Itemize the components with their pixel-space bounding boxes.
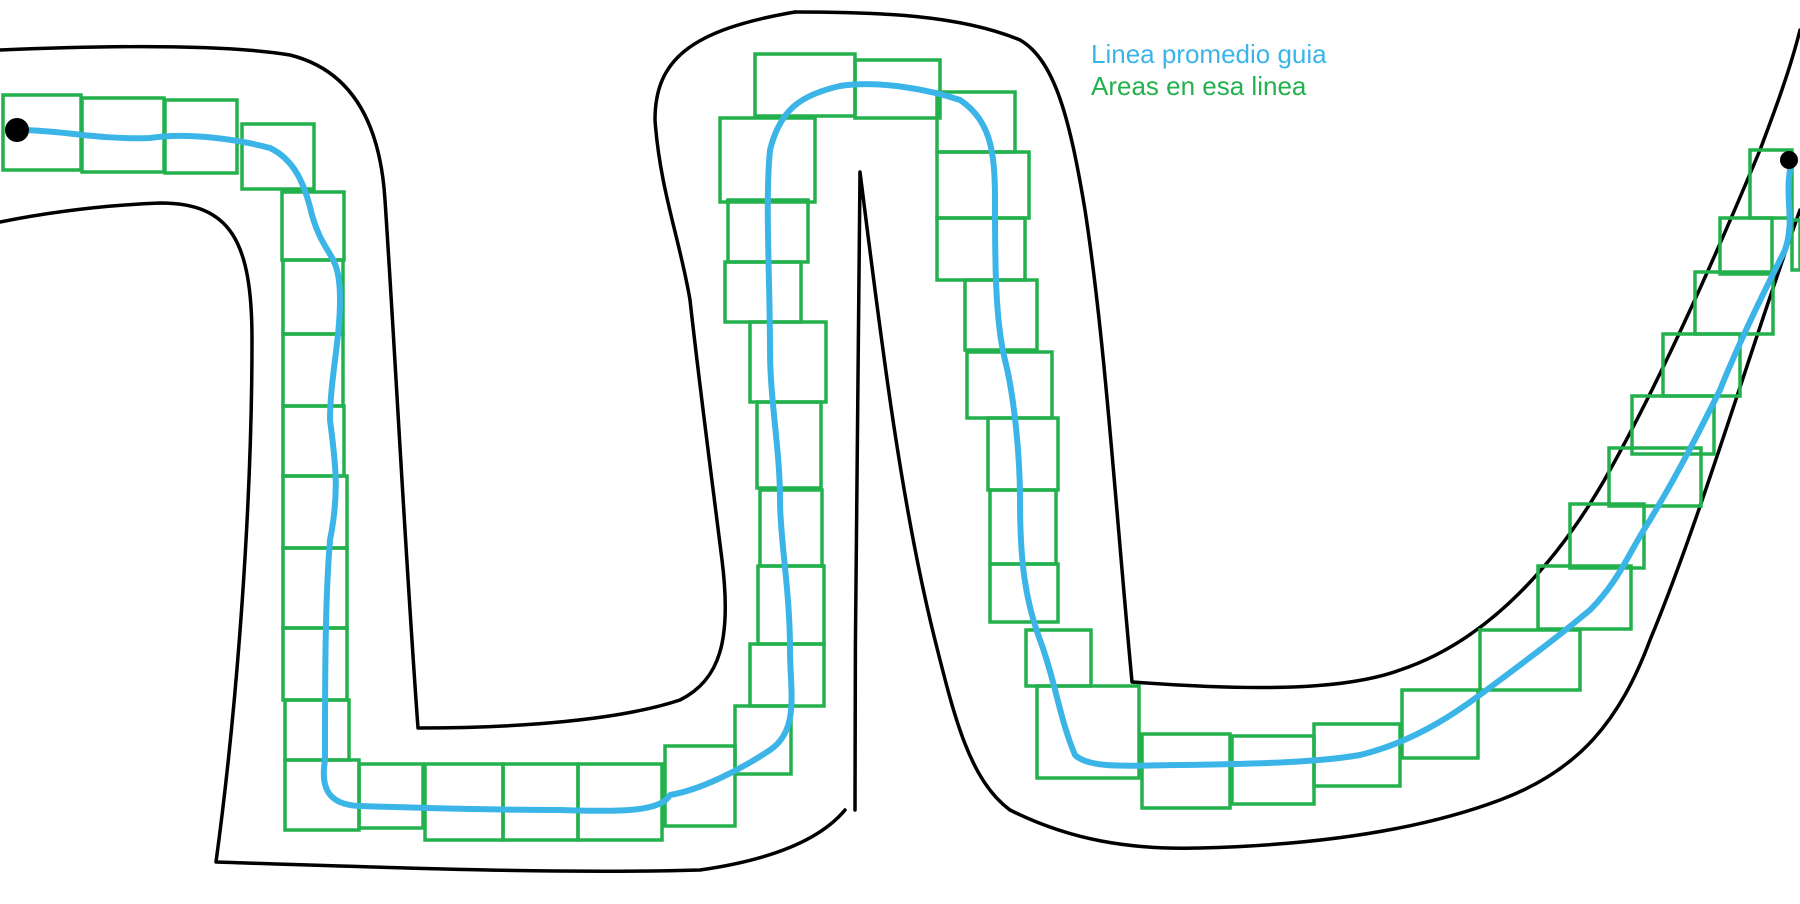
area-box [723, 260, 803, 324]
area-box [1400, 688, 1480, 760]
legend-areas-label: Areas en esa linea [1091, 71, 1307, 101]
areas-group [1, 52, 1800, 842]
area-box [1790, 218, 1800, 272]
area-box [281, 258, 345, 336]
start-point [5, 118, 29, 142]
area-box [1748, 148, 1794, 220]
area-box [1140, 732, 1232, 810]
end-point [1780, 151, 1798, 169]
area-box [281, 546, 349, 630]
area-box [1718, 216, 1774, 276]
area-box [1536, 564, 1633, 631]
area-box [935, 90, 1017, 154]
area-box [1024, 628, 1093, 688]
track-right-outer-border [1008, 208, 1800, 850]
area-box [758, 488, 824, 568]
legend: Linea promedio guia Areas en esa linea [1091, 38, 1327, 102]
area-box [1693, 270, 1775, 336]
area-box [1035, 684, 1141, 780]
area-box [1478, 628, 1582, 692]
area-box [1230, 734, 1316, 806]
track-center-divider [853, 170, 1012, 812]
area-box [423, 762, 505, 842]
area-box [281, 626, 349, 702]
area-box [935, 216, 1027, 282]
guide-line [17, 81, 1793, 814]
area-box [1312, 722, 1402, 788]
area-box [853, 58, 942, 120]
track-outer-border [0, 10, 797, 730]
area-box [283, 698, 351, 762]
area-box [1568, 502, 1646, 570]
area-box [748, 642, 826, 708]
area-box [501, 762, 580, 842]
legend-guide-line-label: Linea promedio guia [1091, 39, 1327, 69]
area-box [755, 400, 823, 490]
area-box [663, 744, 737, 828]
area-box [748, 320, 828, 404]
area-box [935, 150, 1031, 220]
area-box [576, 762, 664, 842]
area-box [986, 416, 1060, 492]
area-box [240, 122, 316, 191]
track-inner-border-left [0, 201, 847, 874]
area-box [357, 762, 425, 830]
track-middle-outer-border [793, 10, 1800, 690]
